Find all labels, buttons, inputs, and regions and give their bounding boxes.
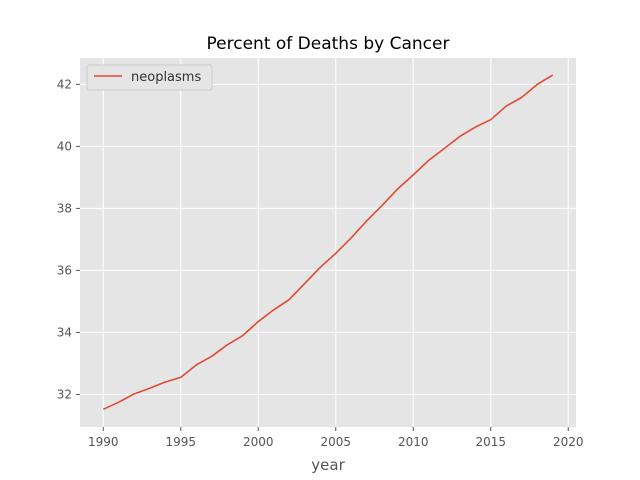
x-tick-label: 2020 (553, 435, 584, 449)
x-tick-label: 2000 (243, 435, 274, 449)
x-tick-label: 2015 (475, 435, 506, 449)
plot-area (80, 58, 576, 427)
x-axis-label: year (311, 456, 345, 474)
x-tick-label: 1995 (165, 435, 196, 449)
x-tick-label: 1990 (88, 435, 119, 449)
y-axis: 32 34 36 38 40 42 (57, 77, 80, 401)
x-axis: 1990 1995 2000 2005 2010 2015 2020 (88, 427, 584, 449)
y-tick-label: 38 (57, 201, 72, 215)
series-group (102, 74, 554, 411)
x-tick-label: 2010 (398, 435, 429, 449)
y-tick-label: 34 (57, 325, 72, 339)
x-tick-label: 2005 (320, 435, 351, 449)
legend: neoplasms (86, 64, 213, 91)
y-tick-label: 36 (57, 263, 72, 277)
legend-box (86, 64, 213, 91)
y-tick-label: 42 (57, 77, 72, 91)
series-line-neoplasms (102, 74, 554, 411)
y-tick-label: 40 (57, 139, 72, 153)
legend-label: neoplasms (131, 70, 201, 85)
chart-title: Percent of Deaths by Cancer (207, 34, 450, 54)
y-tick-label: 32 (57, 387, 72, 401)
